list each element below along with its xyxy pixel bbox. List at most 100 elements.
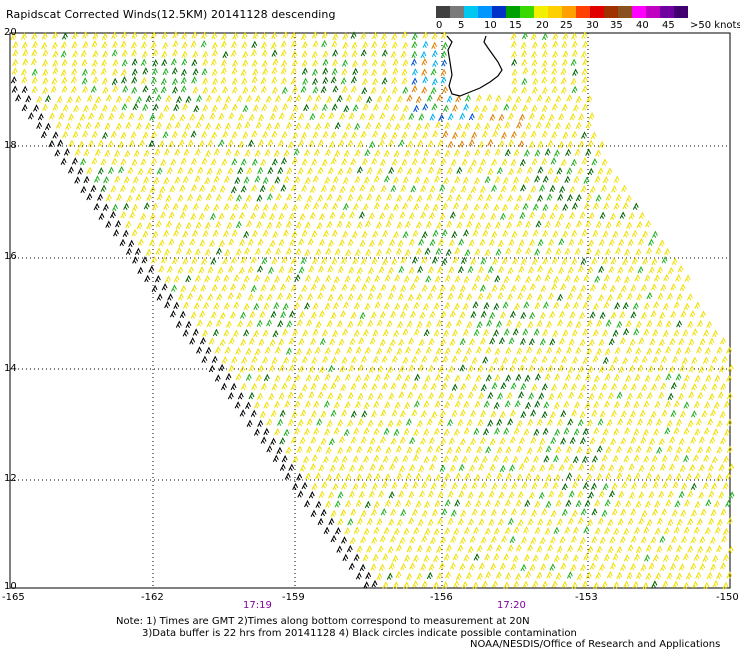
- wind-barb: [398, 490, 405, 498]
- wind-barb: [521, 86, 528, 94]
- wind-barb: [664, 426, 671, 435]
- wind-barb: [727, 364, 734, 372]
- wind-barb: [381, 86, 388, 95]
- wind-barb: [583, 201, 590, 210]
- wind-barb: [326, 95, 333, 104]
- wind-barb: [71, 31, 78, 40]
- wind-barb: [408, 337, 415, 345]
- wind-barb: [673, 554, 680, 562]
- wind-barb: [192, 328, 199, 336]
- wind-barb: [483, 202, 489, 210]
- wind-barb: [582, 58, 589, 66]
- wind-barb: [324, 372, 331, 381]
- wind-barb: [389, 535, 396, 543]
- color-label-7: 35: [610, 20, 623, 31]
- wind-barb: [663, 527, 670, 535]
- wind-barb: [320, 283, 326, 292]
- wind-barb: [459, 536, 466, 544]
- wind-barb: [173, 228, 179, 237]
- wind-barb: [203, 203, 210, 211]
- wind-barb: [612, 329, 619, 337]
- wind-barb: [430, 482, 437, 490]
- wind-barb: [539, 437, 546, 446]
- wind-barb: [281, 86, 288, 94]
- wind-barb: [438, 113, 445, 122]
- wind-barb: [256, 194, 263, 202]
- wind-barb: [569, 436, 576, 444]
- wind-barb: [336, 545, 343, 553]
- wind-barb: [528, 364, 535, 372]
- wind-barb: [642, 230, 648, 238]
- wind-barb: [322, 58, 329, 66]
- wind-barb: [298, 139, 305, 147]
- wind-barb: [385, 446, 392, 454]
- wind-barb: [583, 176, 590, 184]
- wind-barb: [269, 239, 276, 248]
- wind-barb: [398, 265, 405, 273]
- wind-barb: [466, 193, 473, 201]
- wind-barb: [376, 319, 383, 327]
- wind-barb: [452, 329, 458, 337]
- wind-barb: [307, 237, 314, 246]
- wind-barb: [611, 185, 617, 193]
- wind-barb: [406, 167, 413, 175]
- wind-barb: [463, 554, 470, 562]
- wind-barb: [301, 59, 308, 67]
- wind-barb: [260, 211, 267, 220]
- wind-barb: [243, 275, 250, 283]
- wind-barb: [10, 76, 17, 84]
- wind-barb: [610, 437, 616, 446]
- wind-barb: [361, 355, 367, 363]
- wind-barb: [536, 293, 543, 301]
- wind-barb: [332, 455, 339, 463]
- wind-barb: [539, 113, 546, 121]
- wind-barb: [313, 427, 320, 435]
- wind-barb: [194, 148, 201, 156]
- wind-barb: [444, 274, 451, 282]
- wind-barb: [530, 185, 537, 193]
- wind-barb: [211, 355, 218, 363]
- wind-barb: [240, 382, 247, 390]
- wind-barb: [357, 319, 364, 327]
- wind-barb: [423, 176, 430, 184]
- wind-barb: [463, 526, 470, 535]
- wind-barb: [180, 68, 187, 76]
- wind-barb: [83, 175, 90, 184]
- wind-barb: [291, 230, 298, 238]
- wind-barb: [91, 103, 98, 111]
- wind-barb: [487, 138, 494, 147]
- wind-barb: [253, 428, 260, 436]
- wind-barb: [636, 220, 643, 229]
- wind-barb: [699, 535, 706, 544]
- wind-barb: [312, 174, 319, 183]
- wind-barb: [271, 86, 278, 94]
- wind-barb: [676, 418, 682, 427]
- wind-barb: [548, 463, 555, 471]
- wind-barb: [292, 482, 299, 491]
- wind-barb: [373, 454, 380, 462]
- wind-barb: [683, 302, 690, 311]
- wind-barb: [240, 185, 247, 193]
- wind-barb: [361, 382, 368, 390]
- wind-barb: [594, 527, 601, 535]
- wind-barb: [357, 140, 364, 148]
- wind-barb: [631, 229, 638, 237]
- wind-barb: [501, 535, 507, 543]
- wind-barb: [470, 409, 476, 417]
- wind-barb: [390, 284, 397, 292]
- wind-barb: [356, 473, 362, 481]
- wind-barb: [439, 409, 446, 418]
- wind-barb: [609, 535, 616, 544]
- wind-barb: [250, 48, 257, 57]
- wind-barb: [177, 166, 184, 175]
- wind-barb: [71, 40, 78, 49]
- wind-barb: [385, 219, 392, 228]
- wind-barb: [483, 328, 489, 337]
- wind-barb: [530, 536, 537, 545]
- wind-barb: [602, 329, 609, 337]
- wind-barb: [171, 284, 177, 292]
- wind-barb: [143, 149, 150, 157]
- wind-barb: [25, 94, 32, 103]
- wind-barb: [334, 121, 341, 130]
- wind-barb: [484, 148, 491, 156]
